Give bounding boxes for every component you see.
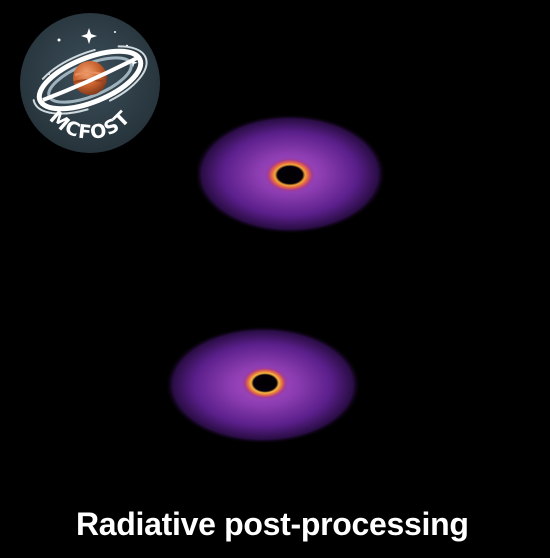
caption-text: Radiative post-processing — [76, 506, 469, 542]
protoplanetary-disc-icon — [165, 327, 361, 444]
mcfost-logo: MCFOST — [19, 12, 161, 154]
saturn-galaxy-icon: MCFOST — [20, 13, 160, 153]
protoplanetary-disc-icon — [197, 115, 386, 234]
disc-image-bottom — [165, 327, 361, 445]
disc-image-top — [197, 115, 389, 235]
